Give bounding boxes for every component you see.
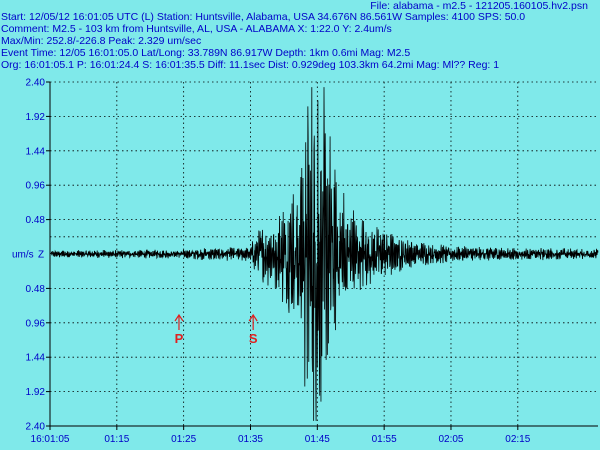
origin-line: Org: 16:01:05.1 P: 16:01:24.4 S: 16:01:3… <box>1 59 500 71</box>
x-tick-label: 01:25 <box>171 434 196 445</box>
y-tick-label: 0.96 <box>26 318 46 329</box>
x-tick-label: 02:15 <box>505 434 530 445</box>
x-tick-label: 01:15 <box>104 434 129 445</box>
p-arrow <box>174 313 184 330</box>
maxmin-line: Max/Min: 252.8/-226.8 Peak: 2.329 um/sec <box>1 35 202 47</box>
y-tick-label: 1.92 <box>26 387 46 398</box>
y-tick-label: 1.44 <box>26 353 46 364</box>
y-tick-label: 0.48 <box>26 215 46 226</box>
x-tick-label: 01:45 <box>305 434 330 445</box>
y-tick-label: 2.40 <box>26 422 46 433</box>
y-tick-label: 0.48 <box>26 284 46 295</box>
event-line: Event Time: 12/05 16:01:05.0 Lat/Long: 3… <box>1 47 411 59</box>
y-tick-label: 1.44 <box>26 146 46 157</box>
y-axis-label: um/s <box>12 250 34 261</box>
s-marker-label: S <box>249 331 258 346</box>
y-tick-label: 2.40 <box>26 78 46 89</box>
seismic-trace <box>49 87 599 421</box>
s-arrow <box>248 313 258 330</box>
x-tick-label: 01:55 <box>372 434 397 445</box>
y-tick-label: 1.92 <box>26 112 46 123</box>
file-line: File: alabama - m2.5 - 121205.160105.hv2… <box>370 0 588 12</box>
x-tick-label: 16:01:05 <box>31 434 70 445</box>
x-tick-label: 01:35 <box>238 434 263 445</box>
start-line: Start: 12/05/12 16:01:05 UTC (L) Station… <box>1 11 526 23</box>
p-marker-label: P <box>175 331 184 346</box>
x-tick-label: 02:05 <box>438 434 463 445</box>
comment-line: Comment: M2.5 - 103 km from Huntsville, … <box>1 23 392 35</box>
y-tick-label: 0.96 <box>26 181 46 192</box>
channel-label: Z <box>38 250 44 261</box>
